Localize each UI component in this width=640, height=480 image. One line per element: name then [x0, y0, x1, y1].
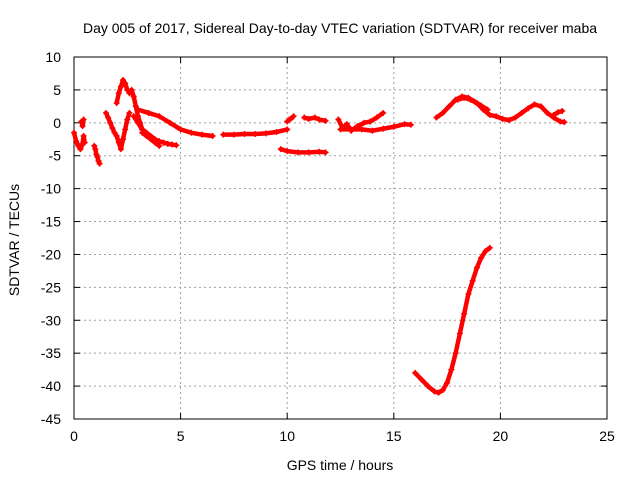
series-arc-12	[301, 114, 329, 124]
y-tick-label: -35	[41, 345, 61, 361]
point-trail	[557, 119, 567, 125]
point-trail	[466, 278, 475, 297]
x-tick-label: 10	[279, 428, 295, 444]
point-trail	[444, 367, 454, 386]
series-arc-6	[130, 113, 180, 149]
series-arc-3	[91, 142, 103, 167]
point-trail	[374, 110, 386, 120]
point-trail	[483, 245, 492, 254]
x-tick-label: 0	[70, 428, 78, 444]
y-tick-label: -45	[41, 411, 61, 427]
point-trail	[81, 133, 87, 145]
y-tick-label: -15	[41, 214, 61, 230]
series-arc-9	[220, 126, 291, 138]
plot-frame	[73, 56, 608, 420]
axes	[73, 56, 608, 420]
point-trail	[125, 110, 132, 122]
series-arc-16	[454, 94, 568, 126]
y-tick-label: -25	[41, 279, 61, 295]
point-trail	[316, 149, 328, 155]
y-tick-label: 5	[53, 82, 61, 98]
point-trail	[449, 350, 458, 372]
point-trail	[461, 291, 471, 316]
series-arc-11	[277, 146, 329, 156]
series-arc-8	[139, 129, 163, 149]
y-tick-label: 10	[45, 49, 61, 65]
series-arc-17	[550, 107, 566, 118]
series-arc-2	[78, 116, 87, 130]
data-marks	[71, 77, 568, 396]
y-axis-label: SDTVAR / TECUs	[6, 184, 22, 296]
series-arc-14	[337, 121, 414, 134]
x-tick-label: 25	[599, 428, 615, 444]
x-tick-label: 5	[177, 428, 185, 444]
y-tick-label: -20	[41, 246, 61, 262]
y-tick-label: -10	[41, 181, 61, 197]
point-trail	[169, 142, 179, 148]
x-tick-label: 20	[493, 428, 509, 444]
y-tick-label: -40	[41, 378, 61, 394]
point-trail	[453, 331, 463, 356]
point-trail	[96, 158, 102, 166]
y-tick-label: 0	[53, 115, 61, 131]
point-trail	[274, 127, 290, 135]
x-tick-label: 15	[386, 428, 402, 444]
point-trail	[470, 265, 480, 284]
point-trail	[316, 117, 328, 124]
chart-title: Day 005 of 2017, Sidereal Day-to-day VTE…	[83, 20, 597, 36]
x-axis-label: GPS time / hours	[287, 457, 394, 473]
series-arc-18	[412, 244, 493, 396]
y-tick-label: -5	[49, 148, 62, 164]
point-trail	[152, 140, 162, 149]
point-trail	[402, 121, 414, 128]
series-arc-1	[71, 129, 88, 153]
point-trail	[199, 132, 215, 139]
y-tick-label: -30	[41, 312, 61, 328]
point-trail	[457, 311, 467, 336]
tick-labels: 0 5 10 15 20 25 10 5 0 -5 -10 -15 -20 -25 -30 -35 -40 -45	[41, 49, 615, 444]
point-trail	[80, 117, 86, 129]
point-trail	[289, 113, 296, 121]
series-arc-4	[102, 109, 133, 153]
series-arc-10	[284, 113, 297, 125]
series-arc-7	[134, 106, 216, 139]
point-trail	[555, 108, 565, 115]
